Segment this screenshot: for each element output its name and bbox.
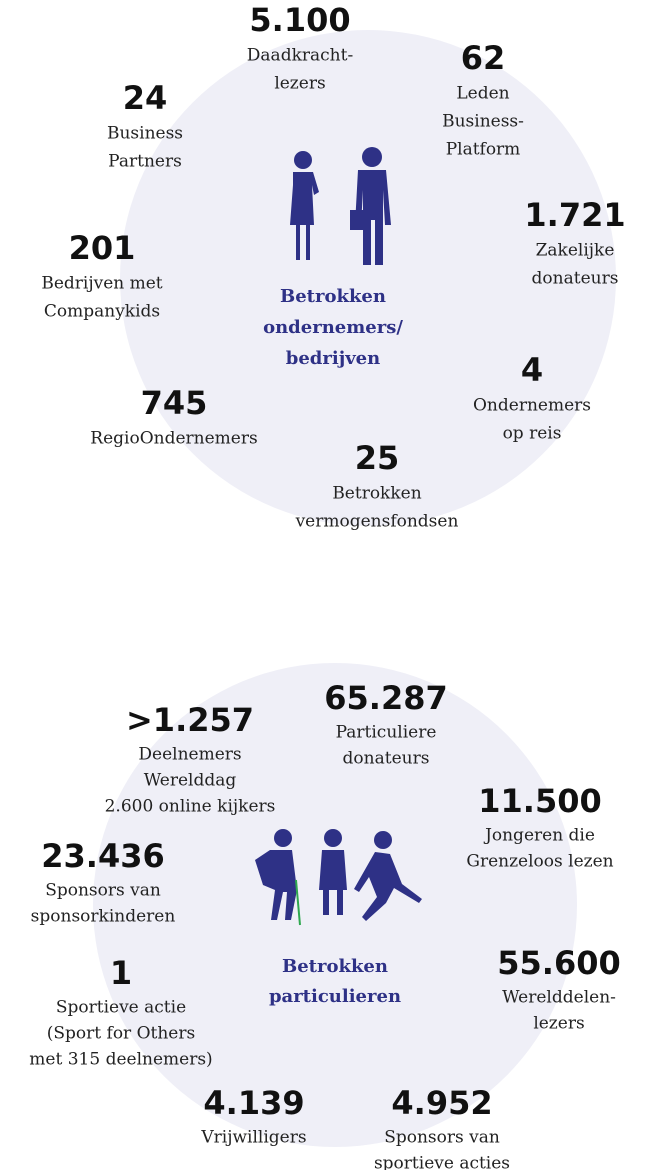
stat-label: Ondernemers — [473, 396, 591, 416]
stat-number: 1.721 — [524, 196, 625, 234]
group-title: Betrokken — [280, 286, 386, 307]
stat-number: 5.100 — [249, 1, 350, 39]
stat-label: Sportieve actie — [56, 998, 186, 1018]
stat-label: Deelnemers — [138, 745, 241, 765]
stat-number: 4 — [521, 351, 543, 389]
stat-label: Partners — [108, 152, 182, 172]
stat-label: op reis — [503, 424, 562, 444]
stat-label: lezers — [533, 1014, 584, 1034]
stat-number: 25 — [355, 439, 400, 477]
group-title: particulieren — [269, 986, 401, 1007]
stat-number: 11.500 — [478, 782, 601, 820]
stat-number: 4.139 — [203, 1084, 304, 1122]
stat-label: Betrokken — [332, 484, 421, 504]
stat-label: (Sport for Others — [47, 1024, 195, 1044]
stat-label: Leden — [456, 84, 509, 104]
stat-number: 62 — [461, 39, 506, 77]
stat-label: Companykids — [44, 302, 160, 322]
stat-label: Bedrijven met — [41, 274, 162, 294]
stat-number: 24 — [123, 79, 168, 117]
background-circle — [93, 663, 577, 1147]
stat-label: donateurs — [532, 269, 619, 289]
stat-label: Particuliere — [336, 723, 437, 743]
stat-label: Werelddag — [144, 771, 237, 791]
group-title: bedrijven — [286, 348, 380, 369]
background-circle — [120, 30, 616, 526]
stat-label: sportieve acties — [374, 1154, 510, 1170]
stat-number: 1 — [110, 954, 132, 992]
stat-label: Sponsors van — [384, 1128, 500, 1148]
private-people-icon — [255, 829, 422, 926]
stat-label: Platform — [446, 140, 521, 160]
stat-label: Business — [107, 124, 183, 144]
stat-label: Grenzeloos lezen — [466, 852, 613, 872]
stat-number: 23.436 — [41, 837, 164, 875]
stat-label: RegioOndernemers — [90, 429, 257, 449]
stat-number: 65.287 — [324, 679, 447, 717]
stat-number: 55.600 — [497, 944, 620, 982]
stat-label: Business- — [442, 112, 524, 132]
stat-label: Werelddelen- — [502, 988, 616, 1008]
stat-label: Daadkracht- — [247, 46, 353, 66]
group-title: Betrokken — [282, 956, 388, 977]
stat-label: donateurs — [343, 749, 430, 769]
stat-number: >1.257 — [126, 701, 254, 739]
group-title: ondernemers/ — [263, 317, 403, 338]
business-people-icon — [290, 147, 391, 265]
stat-label: vermogensfondsen — [295, 512, 459, 532]
stat-label: 2.600 online kijkers — [105, 797, 276, 817]
stat-number: 745 — [141, 384, 208, 422]
stat-label: Sponsors van — [45, 881, 161, 901]
stat-label: Vrijwilligers — [200, 1128, 306, 1148]
stat-label: Zakelijke — [536, 241, 615, 261]
stat-label: met 315 deelnemers) — [29, 1050, 212, 1070]
stat-number: 201 — [69, 229, 136, 267]
stat-number: 4.952 — [391, 1084, 492, 1122]
stat-label: lezers — [274, 74, 325, 94]
stat-label: Jongeren die — [483, 826, 595, 846]
stat-label: sponsorkinderen — [31, 907, 176, 927]
